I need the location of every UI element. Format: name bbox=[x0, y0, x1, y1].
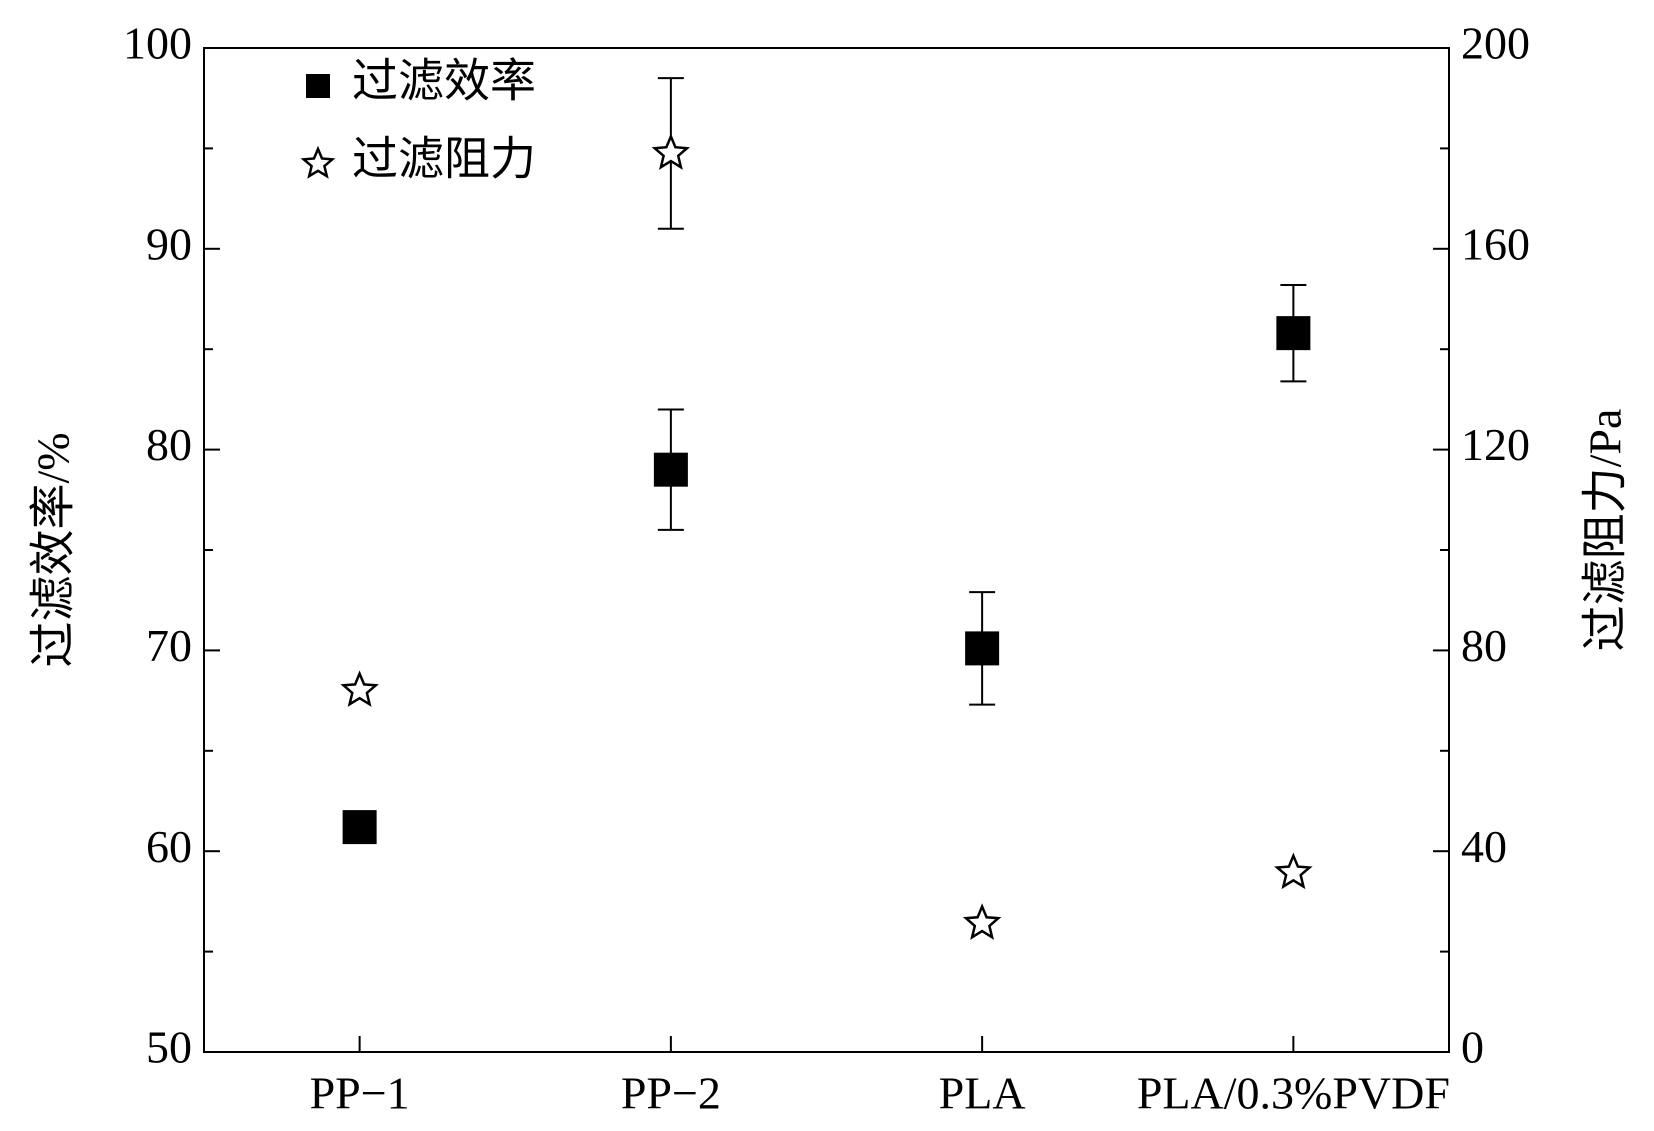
star-marker bbox=[340, 670, 379, 707]
y-tick-label: 100 bbox=[123, 18, 192, 69]
y2-tick-label: 0 bbox=[1461, 1022, 1484, 1073]
star-marker bbox=[300, 145, 336, 179]
star-marker bbox=[651, 133, 691, 170]
y2-tick-label: 200 bbox=[1461, 18, 1530, 69]
square-marker bbox=[1276, 316, 1311, 351]
y-tick-label: 50 bbox=[146, 1022, 192, 1073]
y-tick-label: 60 bbox=[146, 821, 192, 872]
square-marker bbox=[965, 631, 1000, 666]
y2-tick-label: 120 bbox=[1461, 419, 1530, 470]
legend-label: 过滤阻力 bbox=[352, 134, 536, 185]
x-tick-label: PP−1 bbox=[310, 1068, 410, 1119]
star-marker bbox=[1274, 852, 1313, 890]
x-tick-label: PLA bbox=[939, 1068, 1026, 1119]
y-tick-label: 90 bbox=[146, 218, 192, 269]
square-marker bbox=[306, 74, 330, 98]
y2-tick-label: 160 bbox=[1461, 218, 1530, 269]
square-marker bbox=[653, 452, 688, 487]
y-axis-label: 过滤效率/% bbox=[28, 432, 79, 667]
x-tick-label: PLA/0.3%PVDF bbox=[1137, 1068, 1450, 1119]
y2-tick-label: 40 bbox=[1461, 821, 1507, 872]
x-tick-label: PP−2 bbox=[621, 1068, 721, 1119]
legend-label: 过滤效率 bbox=[352, 56, 536, 107]
y-tick-label: 70 bbox=[146, 620, 192, 671]
y2-axis-label: 过滤阻力/Pa bbox=[1580, 409, 1631, 652]
star-marker bbox=[962, 903, 1002, 940]
y2-tick-label: 80 bbox=[1461, 620, 1507, 671]
y-tick-label: 80 bbox=[146, 419, 192, 470]
square-marker bbox=[342, 810, 377, 845]
plot-frame bbox=[203, 47, 1450, 1053]
